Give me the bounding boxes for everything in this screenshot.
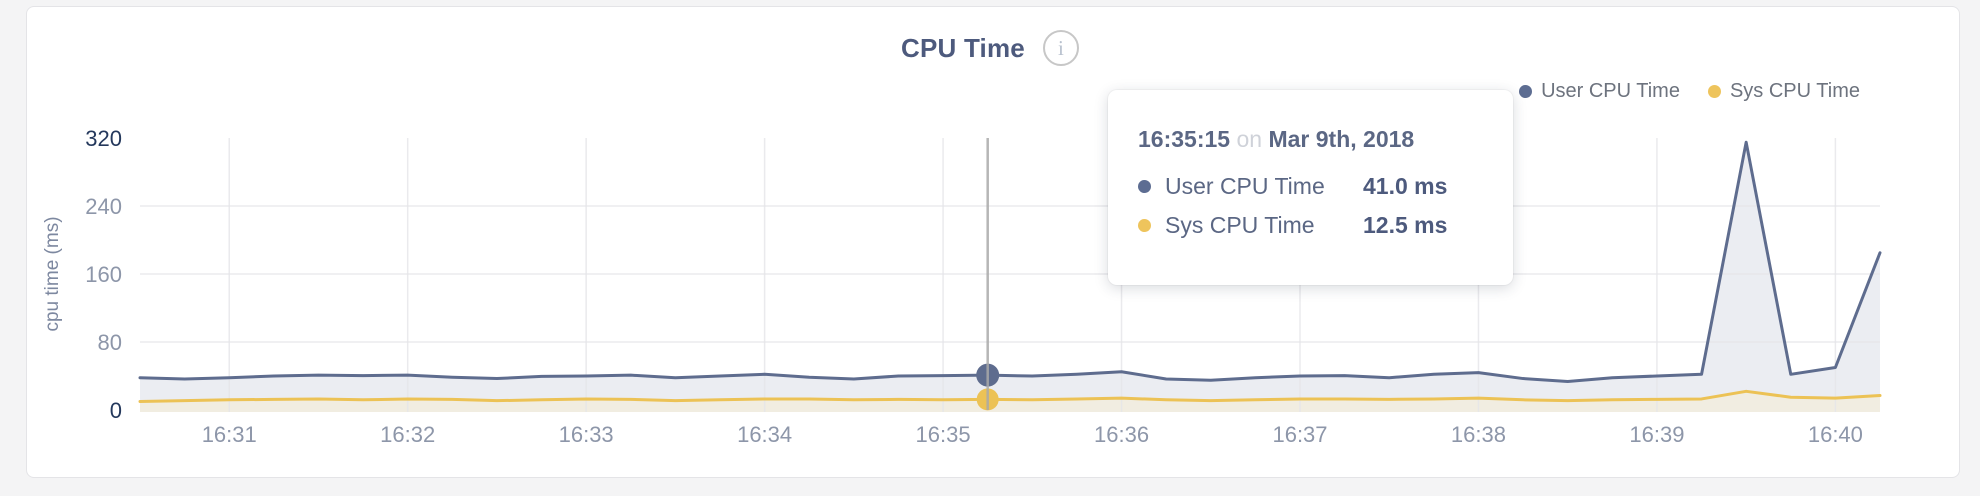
x-tick-label: 16:40 <box>1808 422 1863 447</box>
legend-item-sys-cpu[interactable]: Sys CPU Time <box>1707 80 1860 103</box>
x-tick-label: 16:37 <box>1272 422 1327 447</box>
user-cpu-line <box>138 140 1882 384</box>
sys-cpu-legend-dot-icon <box>1707 85 1721 98</box>
tooltip-time: 16:35:15 <box>1138 126 1231 152</box>
y-tick-label: 80 <box>98 330 122 355</box>
tooltip-series-label: User CPU Time <box>1165 173 1325 199</box>
x-tick-label: 16:39 <box>1629 422 1684 447</box>
legend-label: User CPU Time <box>1541 80 1680 102</box>
y-tick-label: 0 <box>110 398 122 423</box>
x-tick-label: 16:34 <box>737 422 792 447</box>
legend-item-user-cpu[interactable]: User CPU Time <box>1519 80 1680 103</box>
y-axis-title: cpu time (ms) <box>42 216 63 331</box>
x-tick-label: 16:32 <box>380 422 435 447</box>
x-tick-label: 16:31 <box>202 422 257 447</box>
tooltip-series-value: 41.0 ms <box>1363 173 1448 199</box>
tooltip-series-label: Sys CPU Time <box>1165 212 1315 238</box>
x-tick-label: 16:36 <box>1094 422 1149 447</box>
tooltip-connector: on <box>1236 126 1263 152</box>
user-cpu-area <box>140 142 1880 412</box>
tooltip-row-user-cpu: User CPU Time 41.0 ms <box>1138 167 1483 206</box>
x-tick-label: 16:33 <box>559 422 614 447</box>
tooltip-row-sys-cpu: Sys CPU Time 12.5 ms <box>1138 206 1483 245</box>
chart-legend: User CPU Time Sys CPU Time <box>1519 80 1860 103</box>
chart-header: CPU Time i <box>0 30 1980 66</box>
legend-label: Sys CPU Time <box>1729 80 1860 102</box>
user-cpu-dot-icon <box>1138 180 1151 193</box>
tooltip-date: Mar 9th, 2018 <box>1268 126 1415 152</box>
y-tick-label: 240 <box>85 194 122 219</box>
user-cpu-legend-dot-icon <box>1519 85 1533 98</box>
tooltip-timestamp: 16:35:15 on Mar 9th, 2018 <box>1138 126 1483 153</box>
sys-cpu-area <box>140 391 1880 412</box>
info-icon[interactable]: i <box>1042 30 1079 66</box>
tooltip-series-value: 12.5 ms <box>1363 212 1448 238</box>
x-tick-label: 16:35 <box>916 422 971 447</box>
y-tick-label: 320 <box>85 126 122 151</box>
x-tick-label: 16:38 <box>1451 422 1506 447</box>
hover-tooltip: 16:35:15 on Mar 9th, 2018 User CPU Time … <box>1108 90 1513 285</box>
sys-cpu-line <box>138 389 1882 403</box>
chart-title: CPU Time <box>901 32 1025 63</box>
sys-cpu-dot-icon <box>1138 219 1151 232</box>
y-tick-label: 160 <box>85 262 122 287</box>
